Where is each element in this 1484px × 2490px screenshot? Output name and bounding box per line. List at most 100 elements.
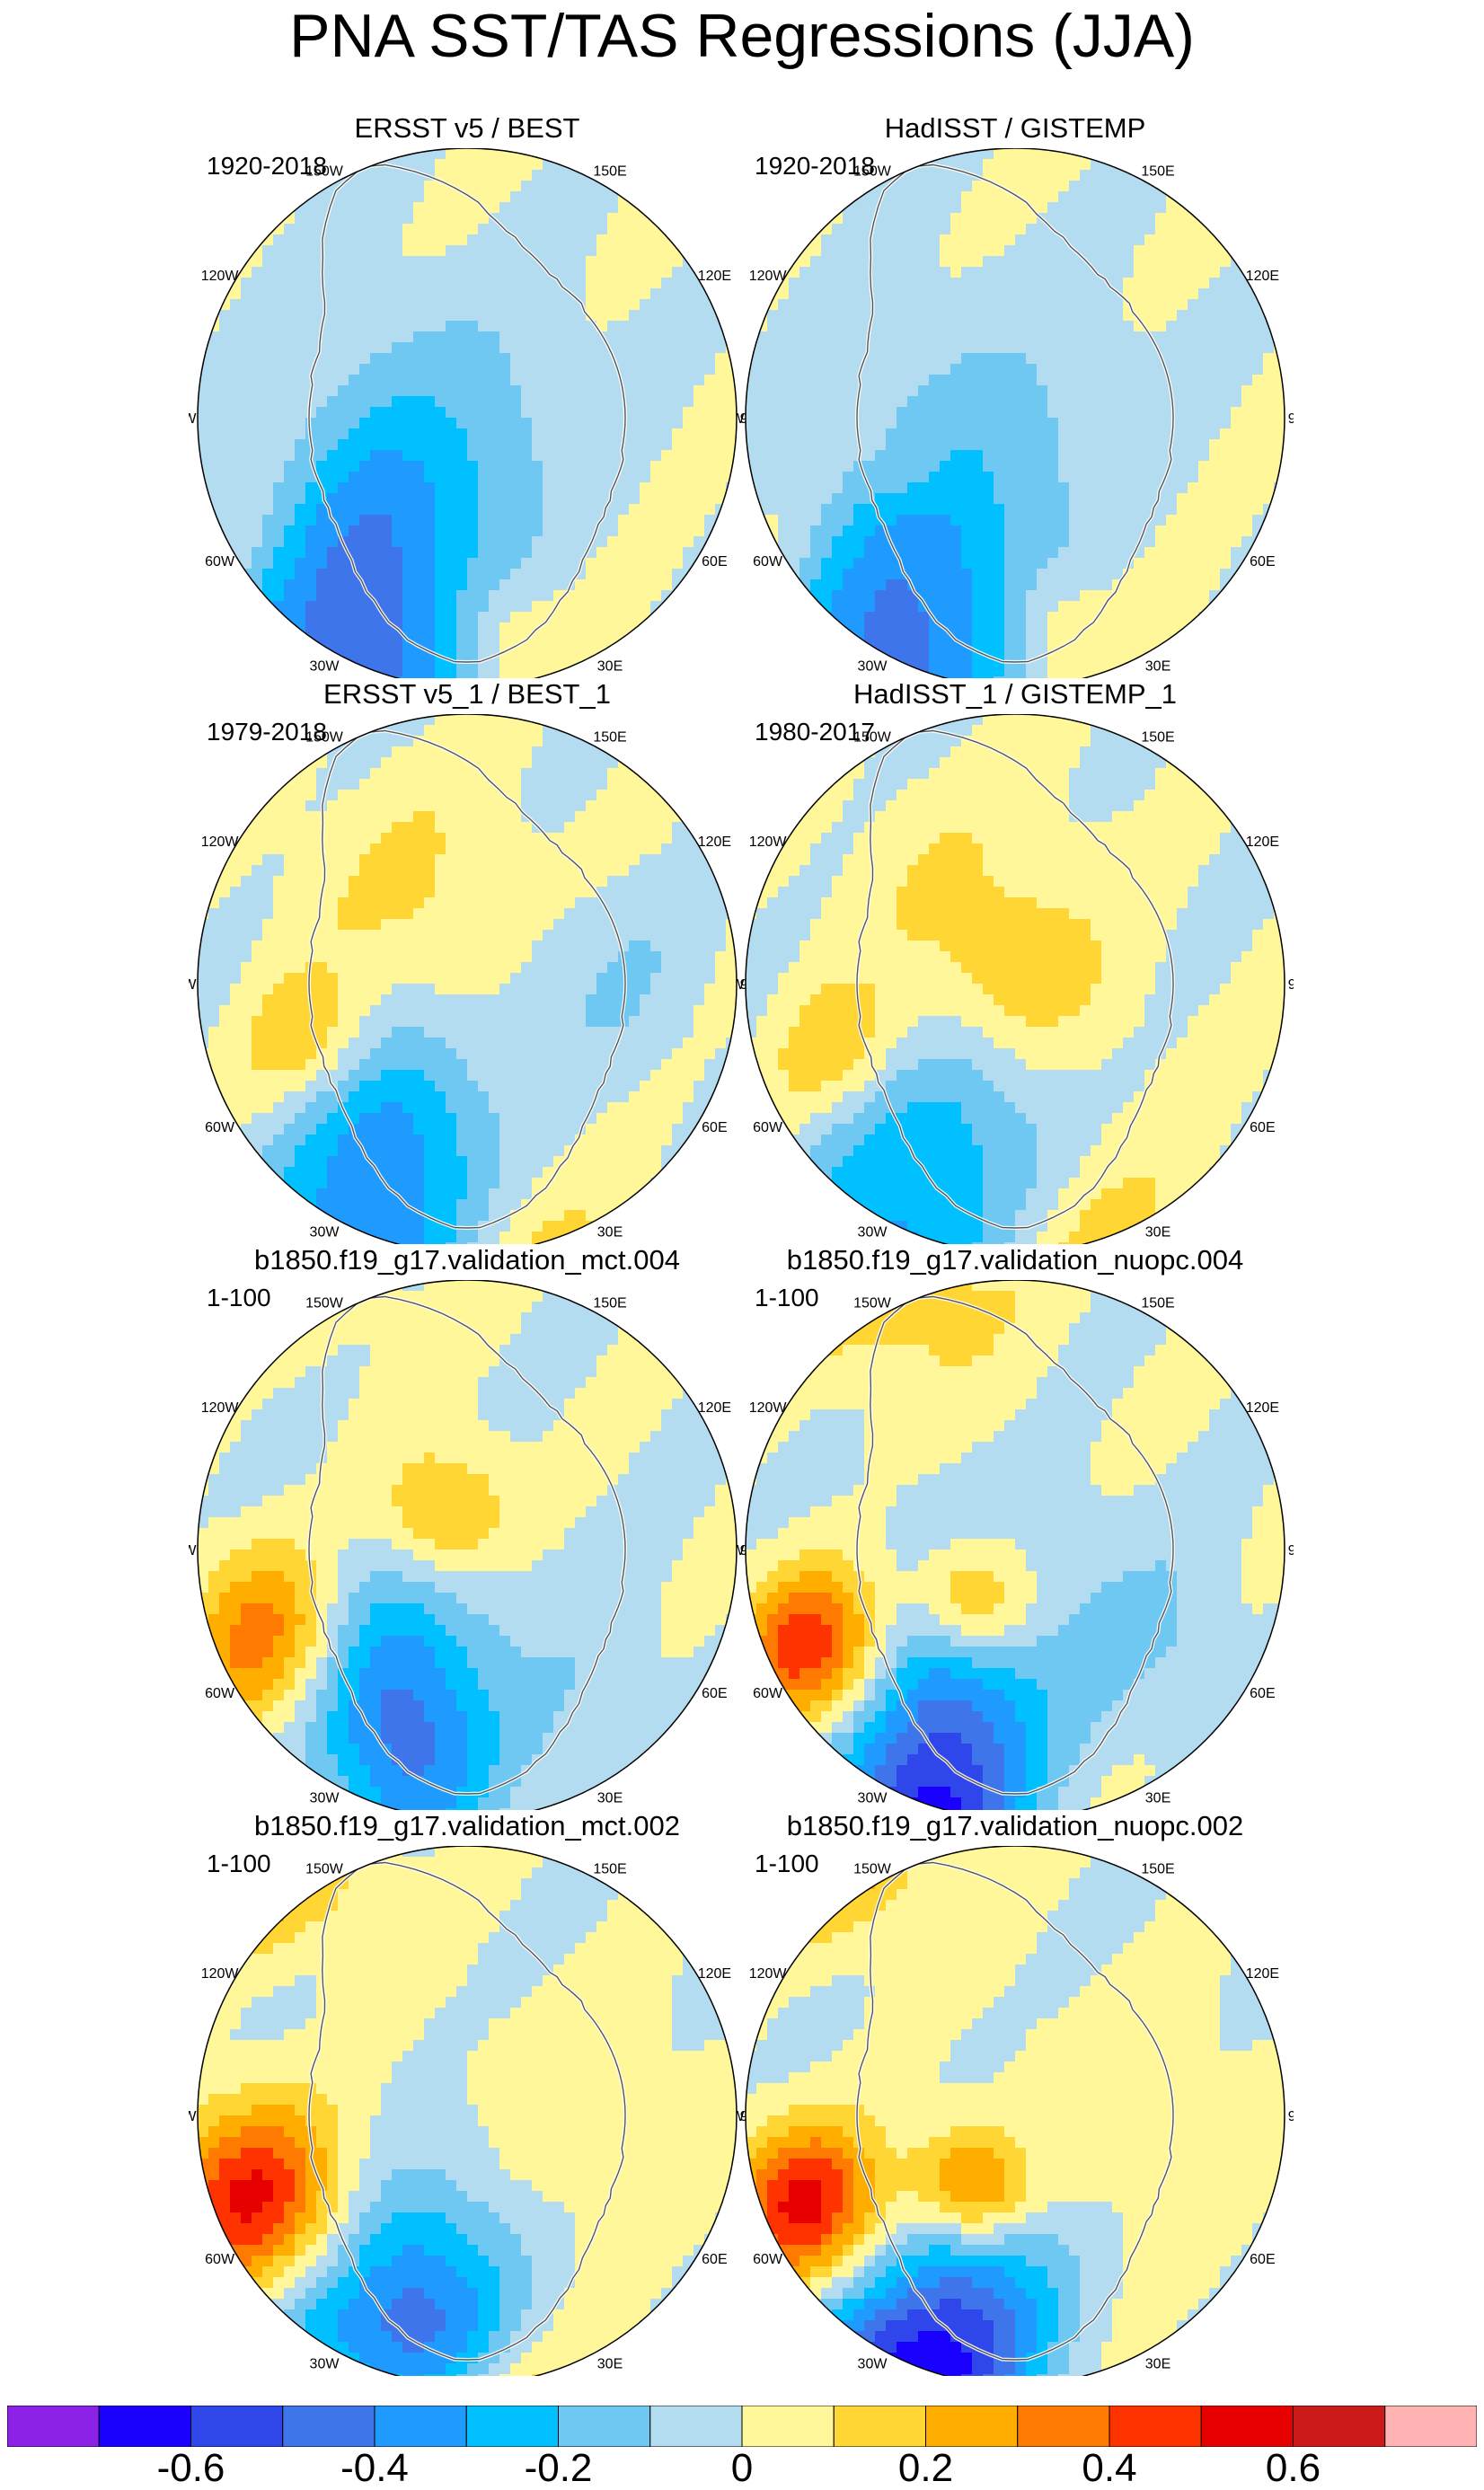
grid-cell xyxy=(262,822,274,834)
grid-cell xyxy=(532,342,543,354)
grid-cell xyxy=(489,267,500,278)
grid-cell xyxy=(746,493,757,505)
grid-cell xyxy=(629,569,640,580)
grid-cell xyxy=(1004,396,1016,408)
grid-cell xyxy=(532,590,543,602)
grid-cell xyxy=(1177,234,1188,246)
grid-cell xyxy=(338,472,349,483)
grid-cell xyxy=(767,353,779,365)
grid-cell xyxy=(767,450,779,462)
grid-cell xyxy=(1015,267,1027,278)
grid-cell xyxy=(929,170,941,181)
grid-cell xyxy=(478,482,490,494)
grid-cell xyxy=(918,482,930,494)
grid-cell xyxy=(767,310,779,322)
grid-cell xyxy=(1026,622,1038,634)
grid-cell xyxy=(843,342,854,354)
grid-cell xyxy=(273,321,285,332)
grid-cell xyxy=(1188,375,1199,386)
grid-cell xyxy=(402,908,414,920)
grid-cell xyxy=(553,746,565,758)
grid-cell xyxy=(629,353,640,365)
grid-cell xyxy=(1134,644,1145,656)
grid-cell xyxy=(810,472,822,483)
grid-cell xyxy=(1188,385,1199,397)
grid-cell xyxy=(596,854,608,866)
grid-cell xyxy=(1231,525,1242,537)
grid-cell xyxy=(994,342,1005,354)
grid-cell xyxy=(230,897,242,909)
grid-cell xyxy=(693,364,705,375)
grid-cell xyxy=(661,310,673,322)
grid-cell xyxy=(586,385,597,397)
grid-cell xyxy=(381,779,393,790)
grid-cell xyxy=(789,504,800,516)
grid-cell xyxy=(1080,321,1091,332)
grid-cell xyxy=(532,736,543,747)
grid-cell xyxy=(532,666,543,677)
grid-cell xyxy=(950,181,962,192)
grid-cell xyxy=(370,547,382,559)
grid-cell xyxy=(1037,181,1048,192)
grid-cell xyxy=(821,267,833,278)
grid-cell xyxy=(1263,407,1275,419)
grid-cell xyxy=(273,865,285,877)
grid-cell xyxy=(918,644,930,656)
grid-cell xyxy=(853,310,865,322)
grid-cell xyxy=(424,493,436,505)
grid-cell xyxy=(1026,536,1038,548)
grid-cell xyxy=(1069,256,1081,268)
grid-cell xyxy=(446,202,457,214)
grid-cell xyxy=(994,245,1005,257)
grid-cell xyxy=(262,897,274,909)
grid-cell xyxy=(704,428,716,440)
grid-cell xyxy=(510,919,522,931)
grid-cell xyxy=(897,644,908,656)
grid-cell xyxy=(1015,644,1027,656)
grid-cell xyxy=(832,364,844,375)
grid-cell xyxy=(983,159,994,171)
grid-cell xyxy=(843,515,854,526)
grid-cell xyxy=(767,396,779,408)
grid-cell xyxy=(241,579,252,591)
grid-cell xyxy=(208,364,220,375)
grid-cell xyxy=(853,299,865,311)
grid-cell xyxy=(305,224,317,235)
grid-cell xyxy=(1177,288,1188,300)
grid-cell xyxy=(1209,482,1221,494)
grid-cell xyxy=(424,375,436,386)
grid-cell xyxy=(1091,579,1102,591)
grid-cell xyxy=(424,267,436,278)
grid-cell xyxy=(1037,601,1048,613)
map-panel-ersst-best-1: ERSST v5_1 / BEST_1 1979-2018 180150E120… xyxy=(189,678,746,1244)
grid-cell xyxy=(521,601,533,613)
grid-cell xyxy=(810,461,822,472)
grid-cell xyxy=(629,525,640,537)
grid-cell xyxy=(1188,407,1199,419)
grid-cell xyxy=(1198,493,1210,505)
grid-cell xyxy=(918,148,930,160)
grid-cell xyxy=(543,439,554,451)
grid-cell xyxy=(607,876,619,887)
grid-cell xyxy=(370,278,382,289)
grid-cell xyxy=(897,331,908,343)
grid-cell xyxy=(799,569,811,580)
grid-cell xyxy=(456,493,468,505)
grid-cell xyxy=(1155,558,1167,570)
grid-cell xyxy=(284,822,296,834)
grid-cell xyxy=(553,876,565,887)
grid-cell xyxy=(478,622,490,634)
grid-cell xyxy=(208,353,220,365)
grid-cell xyxy=(543,482,554,494)
grid-cell xyxy=(1112,493,1124,505)
grid-cell xyxy=(1101,353,1113,365)
grid-cell xyxy=(1037,385,1048,397)
grid-cell xyxy=(715,865,727,877)
grid-cell xyxy=(327,450,339,462)
grid-cell xyxy=(208,525,220,537)
grid-cell xyxy=(553,364,565,375)
grid-cell xyxy=(961,245,973,257)
grid-cell xyxy=(650,299,662,311)
grid-cell xyxy=(510,779,522,790)
grid-cell xyxy=(424,450,436,462)
